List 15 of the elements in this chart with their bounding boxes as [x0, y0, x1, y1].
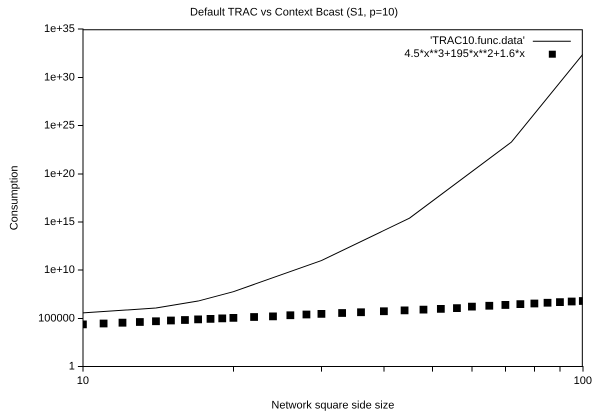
legend-label: 4.5*x**3+195*x**2+1.6*x: [404, 48, 526, 60]
y-tick-label: 1: [68, 360, 75, 373]
chart-title: Default TRAC vs Context Bcast (S1, p=10): [190, 6, 398, 19]
x-axis-title: Network square side size: [271, 399, 394, 412]
y-axis-title: Consumption: [8, 165, 21, 230]
y-tick-label: 1e+15: [44, 216, 75, 228]
legend-label: 'TRAC10.func.data': [430, 35, 525, 48]
x-tick-label: 10: [76, 375, 90, 388]
y-tick-label: 1e+20: [44, 168, 75, 180]
y-tick-label: 1e+10: [44, 264, 75, 276]
y-tick-label: 1e+30: [44, 71, 75, 84]
y-tick-label: 100000: [38, 312, 75, 324]
x-tick-label: 100: [574, 375, 592, 388]
y-tick-label: 1e+25: [44, 120, 75, 132]
y-tick-label: 1e+35: [44, 23, 75, 36]
